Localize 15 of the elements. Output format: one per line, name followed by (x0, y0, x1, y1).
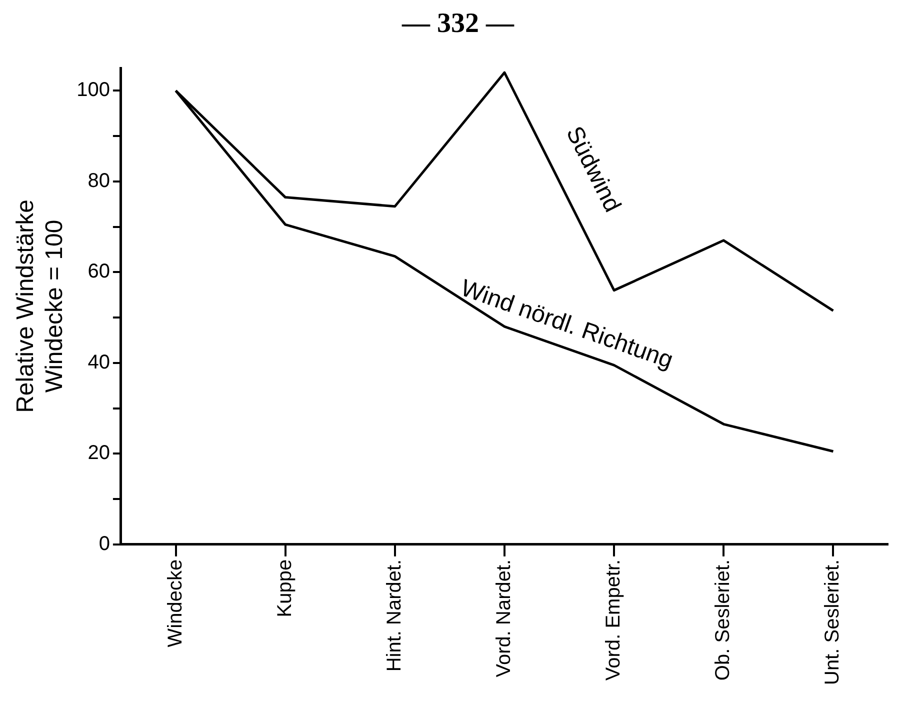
x-tick-label: Windecke (164, 559, 186, 648)
y-axis-title: Relative Windstärke Windecke = 100 (12, 199, 68, 413)
x-tick-label: Kuppe (274, 559, 296, 618)
x-tick-label: Ob. Sesleriet. (712, 559, 734, 681)
x-tick-label: Hint. Nardet. (383, 559, 406, 672)
x-tick-label: Vord. Nardet. (493, 559, 515, 678)
x-tick-label: Unt. Sesleriet. (822, 559, 844, 686)
y-tick-label: 20 (88, 442, 110, 464)
y-tick-label: 40 (88, 351, 110, 374)
y-tick-label: 100 (76, 79, 110, 102)
y-tick-label: 0 (98, 532, 110, 555)
x-tick-label: Vord. Empetr. (602, 559, 625, 681)
y-tick-label: 60 (88, 260, 110, 283)
y-tick-label: 80 (88, 170, 110, 192)
text: — 332 — (400, 8, 516, 41)
